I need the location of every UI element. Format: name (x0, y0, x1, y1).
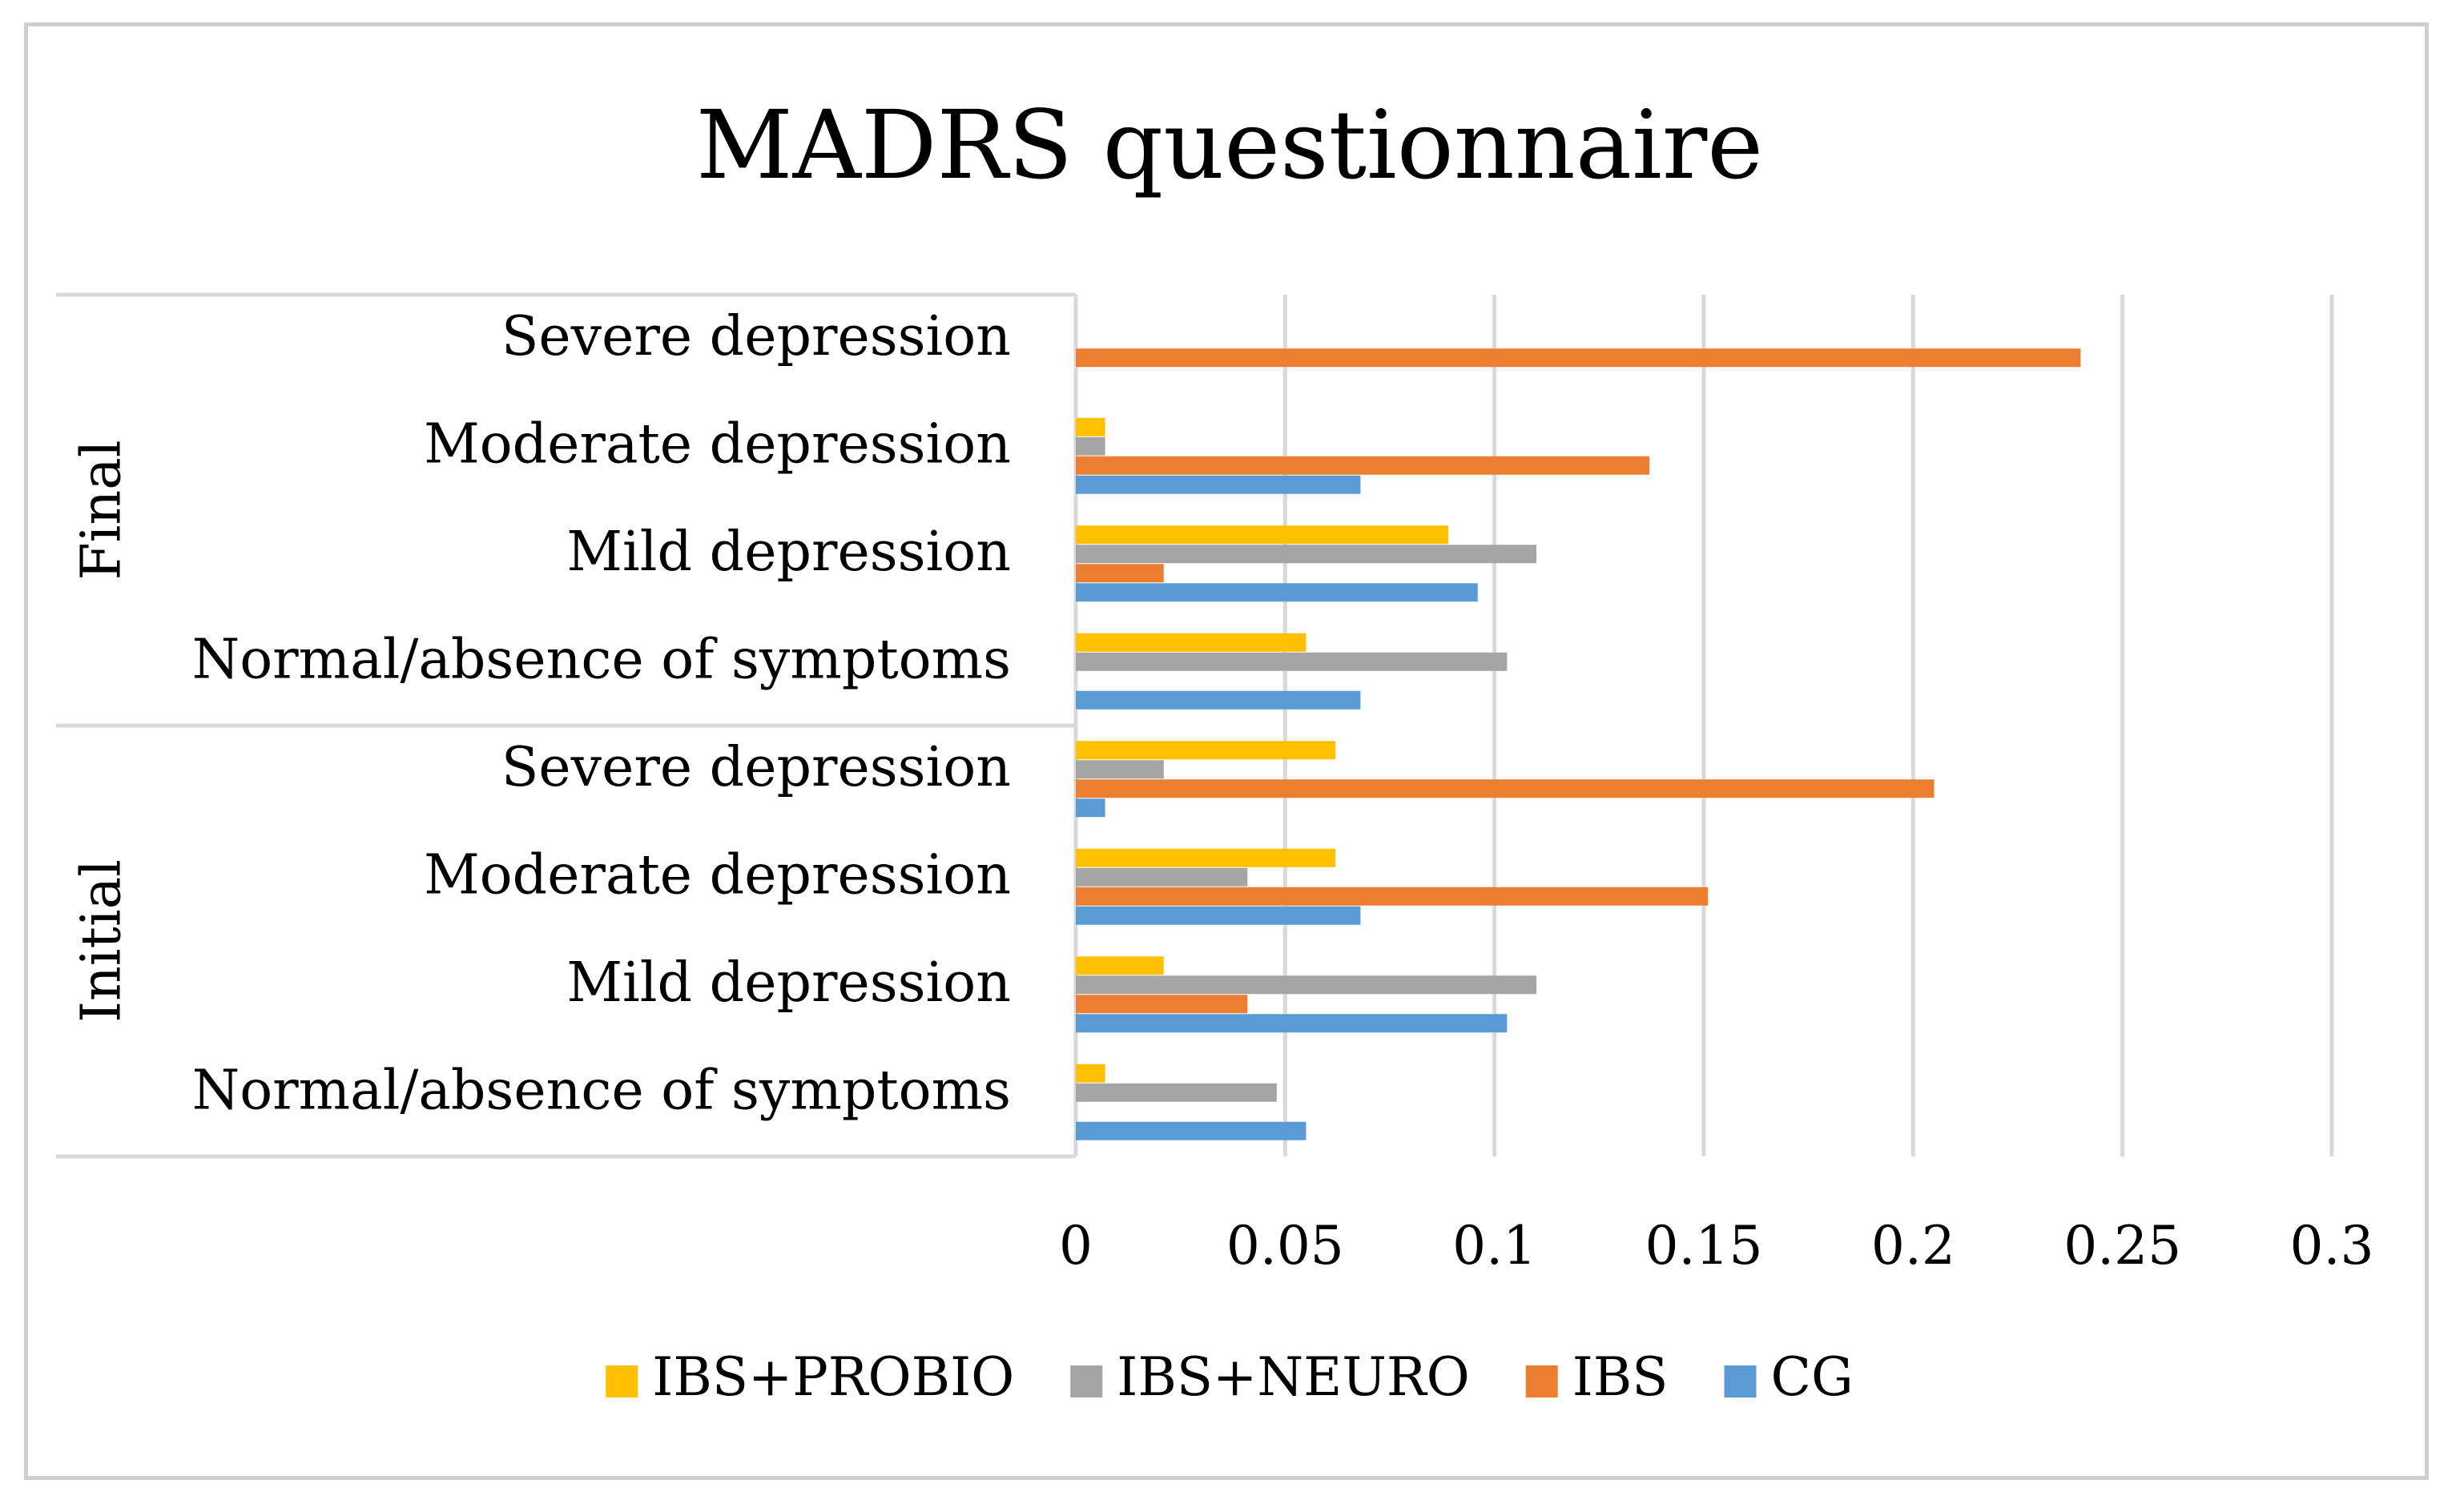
bars (1076, 348, 2081, 1140)
bar (1076, 741, 1336, 760)
bar (1076, 798, 1105, 818)
category-label: Mild depression (566, 951, 1011, 1015)
legend-swatch (1070, 1365, 1103, 1397)
category-labels: Severe depression Moderate depression Mild… (192, 305, 1011, 1123)
category-label: Normal/absence of symptoms (192, 1059, 1011, 1122)
x-tick-label: 0.3 (2290, 1215, 2374, 1277)
category-label: Moderate depression (424, 843, 1011, 907)
bar (1076, 564, 1164, 583)
legend-label: IBS+NEURO (1117, 1346, 1469, 1408)
group-label: Final (70, 440, 134, 580)
category-label: Normal/absence of symptoms (192, 628, 1011, 691)
bar (1076, 956, 1164, 975)
category-label: Mild depression (566, 521, 1011, 584)
bar (1076, 690, 1361, 710)
category-label: Moderate depression (424, 412, 1011, 476)
legend-swatch (606, 1365, 638, 1397)
group-labels: Final Initial (70, 440, 134, 1022)
bar (1076, 475, 1361, 494)
x-tick-label: 0.25 (2063, 1215, 2181, 1277)
bar (1076, 652, 1508, 671)
x-tick-label: 0.2 (1871, 1215, 1955, 1277)
bar (1076, 348, 2081, 368)
x-tick-labels: 0 0.05 0.1 0.15 0.2 0.25 0.3 (1059, 1215, 2373, 1277)
bar (1076, 760, 1164, 779)
bar (1076, 525, 1449, 545)
bar (1076, 417, 1105, 436)
legend-swatch (1525, 1365, 1558, 1397)
legend-swatch (1724, 1365, 1757, 1397)
bar (1076, 633, 1306, 652)
chart-title: MADRS questionnaire (696, 90, 1763, 200)
legend-label: IBS+PROBIO (652, 1346, 1014, 1408)
bar (1076, 456, 1650, 475)
legend-label: IBS (1572, 1346, 1669, 1408)
legend: IBS+PROBIO IBS+NEURO IBS CG (606, 1346, 1854, 1408)
bar (1076, 545, 1536, 564)
x-tick-label: 0.15 (1645, 1215, 1763, 1277)
x-tick-label: 0 (1059, 1215, 1093, 1277)
bar (1076, 995, 1248, 1014)
bar (1076, 887, 1709, 906)
bar (1076, 867, 1248, 887)
bar (1076, 1014, 1508, 1033)
bar (1076, 583, 1478, 602)
bar (1076, 779, 1935, 798)
bar (1076, 1121, 1306, 1140)
category-label: Severe depression (501, 305, 1011, 368)
bar (1076, 906, 1361, 925)
bar (1076, 848, 1336, 867)
group-label: Initial (70, 859, 134, 1023)
bar (1076, 436, 1105, 456)
x-tick-label: 0.05 (1226, 1215, 1344, 1277)
legend-label: CG (1771, 1346, 1854, 1408)
category-label: Severe depression (501, 736, 1011, 799)
bar (1076, 975, 1536, 995)
bar (1076, 1083, 1277, 1102)
x-tick-label: 0.1 (1452, 1215, 1536, 1277)
bar (1076, 1064, 1105, 1083)
